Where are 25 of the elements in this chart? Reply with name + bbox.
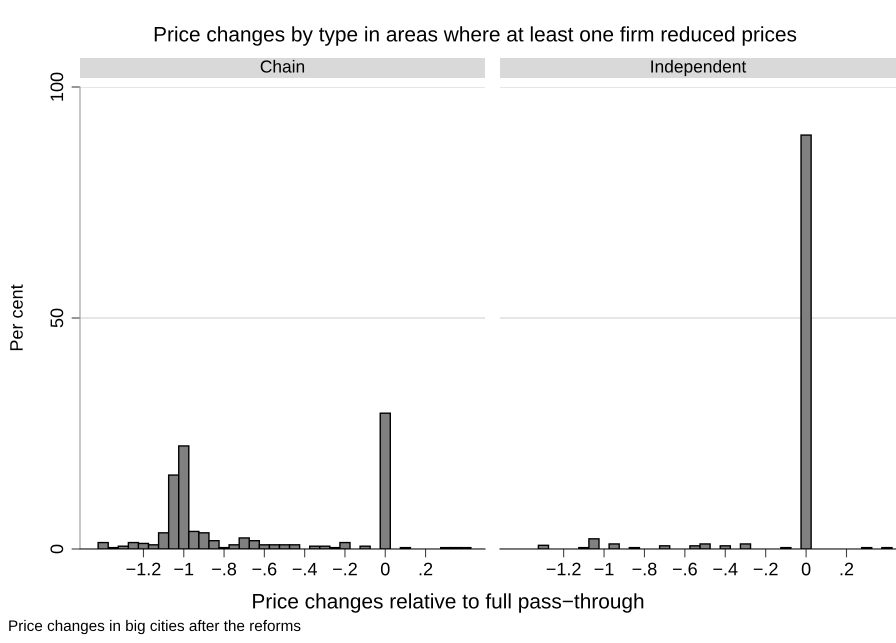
y-tick-label: 0 — [50, 544, 64, 554]
chart-title: Chain — [260, 60, 304, 73]
x-tick-label: −.8 — [632, 562, 656, 576]
x-tick-label: −1 — [594, 562, 614, 576]
x-tick-label: −1.2 — [126, 562, 160, 576]
y-tick-label: 100 — [50, 72, 64, 101]
chart-title: Independent — [651, 60, 746, 76]
text: Price changes by type in areas where at least one firm reduced prices — [154, 26, 796, 46]
x-tick-label: .2 — [840, 562, 854, 576]
y-tick-label: 50 — [50, 308, 64, 328]
x-tick-label: −1 — [174, 562, 194, 576]
x-tick-label: −.2 — [754, 562, 778, 576]
x-tick-label: −.4 — [292, 562, 317, 576]
x-tick-label: −.8 — [212, 562, 236, 576]
x-tick-label: .2 — [420, 562, 432, 576]
y-axis-title: Per cent — [10, 284, 23, 350]
x-tick-label: −.6 — [252, 562, 276, 576]
x-tick-label: −.6 — [672, 562, 697, 576]
x-tick-label: 0 — [802, 562, 810, 576]
x-tick-label: −.4 — [713, 562, 738, 576]
text: Price changes in big cities after the reforms — [9, 620, 300, 634]
x-tick-label: −1.2 — [546, 562, 581, 576]
x-axis-title: Price changes relative to full pass−through — [253, 593, 644, 613]
x-tick-label: −.2 — [333, 562, 357, 576]
x-tick-label: 0 — [380, 562, 390, 576]
